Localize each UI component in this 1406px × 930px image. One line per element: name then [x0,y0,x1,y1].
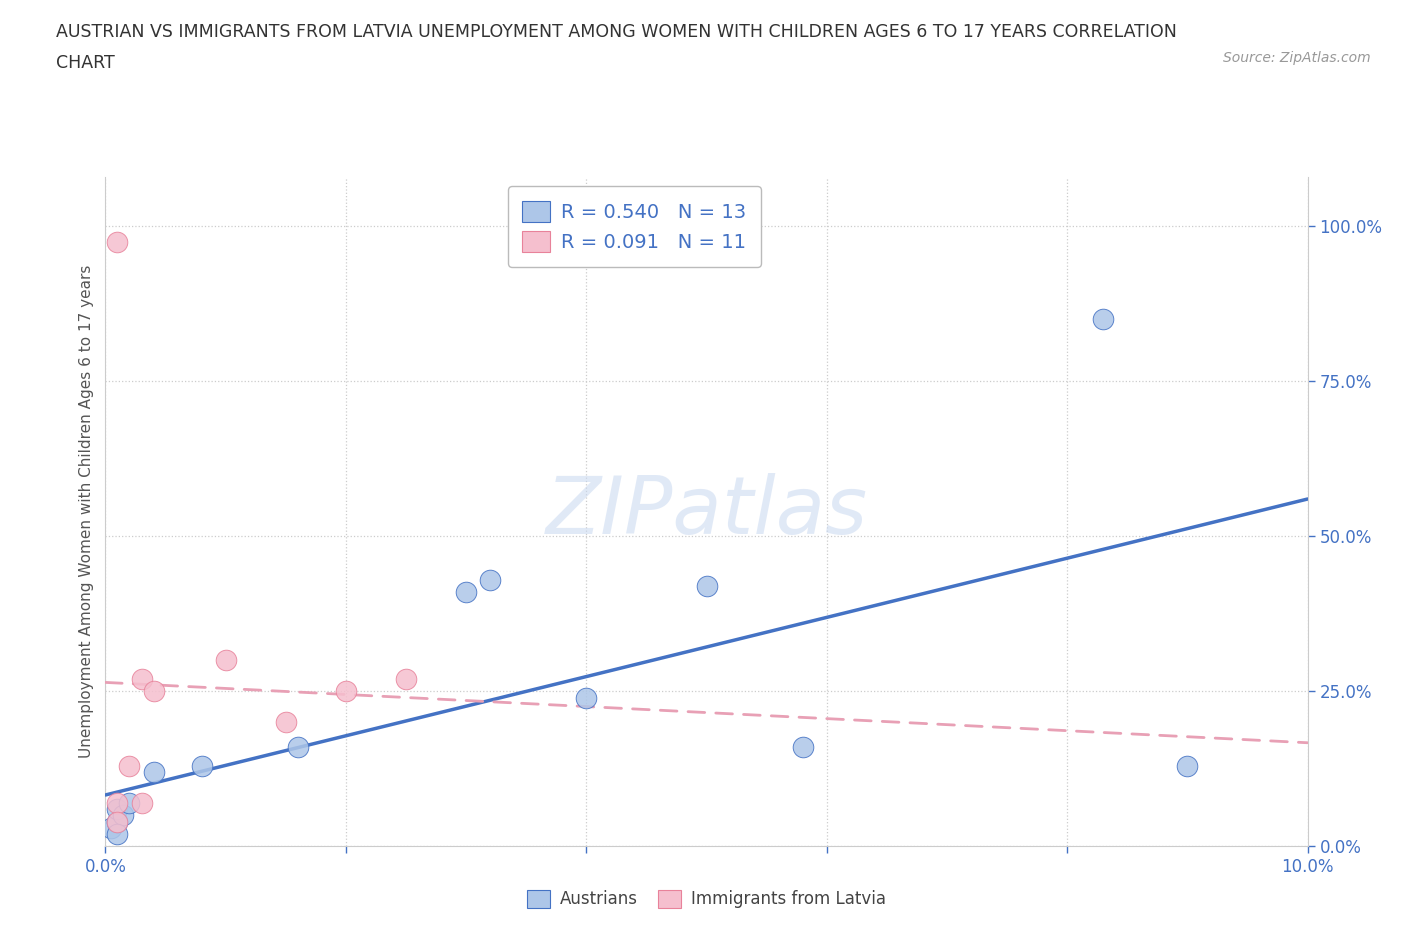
Point [118,795,141,810]
Point [696,578,718,593]
Text: AUSTRIAN VS IMMIGRANTS FROM LATVIA UNEMPLOYMENT AMONG WOMEN WITH CHILDREN AGES 6: AUSTRIAN VS IMMIGRANTS FROM LATVIA UNEMP… [56,23,1177,41]
Point [214,653,236,668]
Point [107,795,129,810]
Point [107,814,129,829]
Point [479,572,502,587]
Point [118,758,141,773]
Legend: Austrians, Immigrants from Latvia: Austrians, Immigrants from Latvia [520,883,893,915]
Y-axis label: Unemployment Among Women with Children Ages 6 to 17 years: Unemployment Among Women with Children A… [79,265,94,758]
Point [131,795,153,810]
Text: CHART: CHART [56,54,115,72]
Point [142,764,165,779]
Point [792,739,814,754]
Point [142,684,165,698]
Point [112,808,135,823]
Point [454,585,477,600]
Point [395,671,418,686]
Text: ZIPatlas: ZIPatlas [546,472,868,551]
Point [107,802,129,817]
Point [274,715,297,730]
Point [335,684,357,698]
Point [575,690,598,705]
Point [107,827,129,842]
Point [107,234,129,249]
Text: Source: ZipAtlas.com: Source: ZipAtlas.com [1223,51,1371,65]
Point [190,758,212,773]
Point [107,814,129,829]
Point [131,671,153,686]
Point [1175,758,1198,773]
Point [287,739,309,754]
Point [100,820,122,835]
Point [1092,312,1115,326]
